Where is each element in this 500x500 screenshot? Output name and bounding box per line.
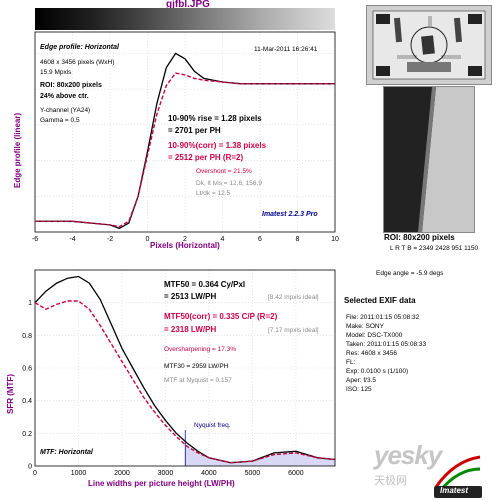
mtf-frame [34,269,336,467]
mtf50-text: MTF50 = 0.364 Cy/Pxl [164,280,246,289]
exif-title: Selected EXIF data [344,296,416,305]
mtf-x-tick-label: 6000 [288,470,304,477]
imatest-brand: Imatest 2.2.3 Pro [262,211,318,218]
mtf-x-tick-label: 0 [33,470,37,477]
above-ctr: 24% above ctr. [40,93,89,100]
roi-text: ROI: 80x200 pixels [40,82,102,89]
file-title: gjfbl.JPG [166,0,210,10]
levels-text: Dk, lt lvls = 12.6, 156.9 [196,180,262,187]
mtf-y-tick-label: 0.4 [22,398,32,405]
yesky-watermark: yesky [374,440,442,470]
edge-xlabel: Pixels (Horizontal) [150,241,220,250]
mtf-y-tick-label: 0.2 [22,431,32,438]
mtf-y-tick-label: 0 [28,464,32,471]
yesky-watermark-cn: 天极网 [374,475,407,487]
exif-aper: Aper: f/3.5 [346,377,376,384]
exif-file: File: 2011:01:15 05:08:32 [346,314,420,321]
image-mpxls: 15.9 Mpxls [40,69,72,76]
roi-lrtb: L R T B = 2349 2428 951 1150 [390,245,479,252]
mtf-x-tick-label: 5000 [245,470,261,477]
test-chart-image [367,6,491,84]
mtf-x-tick-label: 3000 [158,470,174,477]
mtf-lines [34,275,336,464]
test-chart-thumbnail [366,5,492,85]
mtf50-corr-ideal: [7.17 mpxls ideal] [268,327,319,334]
exif-fl: FL: [346,359,356,366]
mtf-corrected-line [34,300,336,464]
exif-iso: ISO: 125 [346,386,372,393]
edge-x-tick-label: -2 [107,236,113,243]
overshoot-text: Overshoot = 21.5% [196,168,252,175]
image-size: 4608 x 3456 pixels (WxH) [40,59,115,66]
nyquist-freq-label: Nyquist freq. [194,422,231,429]
nyquist-region [185,444,335,466]
edge-x-tick-label: 6 [258,236,262,243]
oversharpening-text: Oversharpening = 17.3% [164,346,237,353]
roi-image [383,86,475,233]
exif-taken: Taken: 2011:01:15 05:08:33 [346,341,427,348]
edge-x-tick-label: 2 [183,236,187,243]
rise-corr-text: 10-90%(corr) = 1.38 pixels [168,141,267,150]
gamma-text: Gamma = 0.5 [40,117,80,124]
mtf-x-tick-label: 4000 [201,470,217,477]
exif-model: Model: DSC-TX000 [346,332,403,339]
edge-profile-lines [35,52,335,230]
mtf50-corr-lwph: = 2318 LW/PH [164,325,217,334]
edge-x-tick-label: 10 [331,236,339,243]
exif-make: Make: SONY [346,323,384,330]
mtf-header: MTF: Horizontal [40,449,93,456]
mtf50-ideal: [8.42 mpxls ideal] [268,294,319,301]
mtf50-corr-text: MTF50(corr) = 0.335 C/P (R=2) [164,312,278,321]
imatest-logo-text: Imatest [440,486,469,495]
mtf-ylabel: SFR (MTF) [6,374,15,414]
channel-text: Y-channel (YA24) [40,107,91,114]
rise-ph-text: = 2701 per PH [168,126,221,135]
edge-corrected-line [35,72,335,228]
ratio-text: Lt/dk = 12.5 [196,190,231,197]
edge-date: 11-Mar-2011 16:26:41 [254,46,318,53]
edge-x-tick-label: -6 [32,236,38,243]
gradient-strip [35,8,335,30]
edge-header: Edge profile: Horizontal [40,44,119,51]
exif-exp: Exp: 0.0100 s (1/100) [346,368,409,375]
edge-x-tick-label: 0 [146,236,150,243]
edge-x-tick-label: -4 [69,236,75,243]
edge-angle: Edge angle = -5.9 degs [376,270,444,277]
mtf-y-tick-label: 1 [28,300,32,307]
roi-edge-image [384,87,474,232]
mtf-y-tick-label: 0.6 [22,366,32,373]
nyquist-mtf-text: MTF at Nyquist = 0.157 [164,377,232,384]
imatest-logo-icon [434,455,482,498]
rise-corr-ph-text: = 2512 per PH (R=2) [168,153,244,162]
edge-x-tick-label: 4 [221,236,225,243]
mtf-x-tick-label: 2000 [114,470,130,477]
exif-res: Res: 4608 x 3456 [346,350,397,357]
edge-ylabel: Edge profile (linear) [13,112,22,188]
edge-profile-ticks: -6 -4 -2 0 2 4 6 8 10 [32,236,339,243]
mtf50-lwph: = 2513 LW/PH [164,292,217,301]
edge-x-tick-label: 8 [296,236,300,243]
roi-caption: ROI: 80x200 pixels [384,233,455,242]
mtf-ticks: 0 1000 2000 3000 4000 5000 6000 0 0.2 0.4 0.6 0.8 1 [22,300,303,477]
mtf30-text: MTF30 = 2959 LW/PH [164,363,229,370]
mtf-x-tick-label: 1000 [71,470,87,477]
edge-profile-frame [34,31,336,233]
mtf-xlabel: Line widths per picture height (LW/PH) [88,479,235,488]
rise-text: 10-90% rise = 1.28 pixels [168,114,262,123]
mtf-y-tick-label: 0.8 [22,333,32,340]
